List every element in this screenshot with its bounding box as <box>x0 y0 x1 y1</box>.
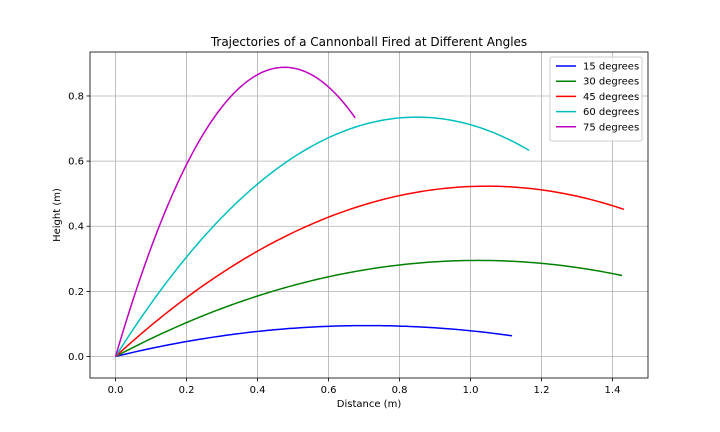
series-line-60-degrees <box>114 116 530 357</box>
series-line-30-degrees <box>115 259 623 358</box>
x-tick-label: 1.0 <box>463 385 479 396</box>
plot-lines <box>114 66 625 358</box>
legend-label: 60 degrees <box>583 107 639 118</box>
y-axis-label: Height (m) <box>52 188 63 242</box>
x-tick-label: 0.6 <box>321 385 337 396</box>
series-line-45-degrees <box>115 185 625 358</box>
y-tick-label: 0.8 <box>68 91 84 102</box>
y-tick-label: 0.4 <box>68 222 84 233</box>
ticks: 0.0 0.2 0.4 0.6 0.8 1.0 1.2 1.4 0.0 0.2 0.4 0.6 0.8 <box>68 91 620 396</box>
series-line-15-degrees <box>115 324 513 358</box>
x-tick-label: 0.8 <box>392 385 408 396</box>
legend-label: 30 degrees <box>583 77 639 88</box>
legend-label: 15 degrees <box>583 62 639 73</box>
chart-title: Trajectories of a Cannonball Fired at Di… <box>210 35 527 49</box>
legend-box <box>549 56 643 142</box>
x-axis-label: Distance (m) <box>337 399 402 410</box>
series-line-75-degrees <box>114 66 356 357</box>
legend-label: 75 degrees <box>583 122 639 133</box>
legend: 15 degrees 30 degrees 45 degrees 60 degrees… <box>549 56 643 142</box>
x-tick-label: 0.2 <box>179 385 195 396</box>
x-tick-label: 0.0 <box>108 385 124 396</box>
x-tick-label: 0.4 <box>250 385 266 396</box>
x-tick-label: 1.4 <box>605 385 621 396</box>
legend-label: 45 degrees <box>583 92 639 103</box>
y-tick-label: 0.2 <box>68 287 84 298</box>
y-tick-label: 0.0 <box>68 352 84 363</box>
y-tick-label: 0.6 <box>68 157 84 168</box>
axes-frame <box>89 51 649 379</box>
x-tick-label: 1.2 <box>534 385 550 396</box>
